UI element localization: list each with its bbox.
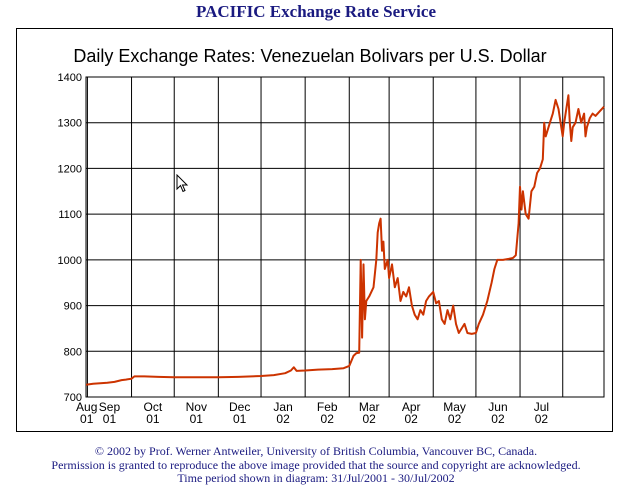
footer-copyright: © 2002 by Prof. Werner Antweiler, Univer…: [94, 444, 538, 458]
x-tick-label-month: May: [443, 400, 466, 414]
y-tick-label: 1300: [58, 118, 82, 130]
x-tick-label-month: Jul: [534, 400, 549, 414]
x-tick-label-year: 02: [363, 412, 377, 426]
x-tick-label-month: Mar: [359, 400, 380, 414]
y-axis-tick-labels: 700 800 900 1000 1100 1200 1300 1400: [58, 72, 82, 404]
x-tick-label-year: 01: [146, 412, 160, 426]
x-tick-label-year: 02: [276, 412, 290, 426]
y-tick-label: 700: [64, 392, 82, 404]
x-tick-label-month: Apr: [402, 400, 421, 414]
x-tick-label-month: Nov: [186, 400, 207, 414]
x-tick-label-year: 02: [535, 412, 549, 426]
x-tick-label-month: Aug: [76, 400, 97, 414]
x-tick-label-year: 01: [190, 412, 204, 426]
x-tick-label-month: Jun: [488, 400, 507, 414]
x-tick-label-month: Oct: [144, 400, 163, 414]
chart-title: Daily Exchange Rates: Venezuelan Bolivar…: [73, 46, 546, 66]
x-tick-label-year: 02: [321, 412, 335, 426]
y-tick-label: 800: [64, 346, 82, 358]
mouse-pointer-icon: [176, 174, 189, 193]
page-header-title: PACIFIC Exchange Rate Service: [195, 2, 436, 21]
x-tick-label-month: Jan: [273, 400, 292, 414]
y-tick-label: 1000: [58, 255, 82, 267]
x-tick-label-year: 02: [404, 412, 418, 426]
y-tick-label: 900: [64, 301, 82, 313]
series-line-bolivars-per-usd: [85, 94, 605, 386]
footer-period: Time period shown in diagram: 31/Jul/200…: [177, 471, 455, 485]
plot-area-border: [85, 76, 605, 398]
y-tick-label: 1100: [58, 209, 82, 221]
x-tick-label-month: Dec: [229, 400, 250, 414]
footer-permission: Permission is granted to reproduce the a…: [51, 458, 581, 472]
x-tick-label-year: 01: [103, 412, 117, 426]
x-tick-label-month: Sep: [99, 400, 121, 414]
y-tick-label: 1200: [58, 163, 82, 175]
x-axis-tick-labels: Aug01Sep01Oct01Nov01Dec01Jan02Feb02Mar02…: [76, 400, 549, 426]
x-tick-label-year: 02: [448, 412, 462, 426]
y-tick-label: 1400: [58, 72, 82, 84]
x-tick-label-month: Feb: [317, 400, 338, 414]
x-tick-label-year: 02: [491, 412, 505, 426]
chart-frame: [16, 28, 613, 432]
grid-lines: [86, 76, 604, 398]
x-tick-label-year: 01: [233, 412, 247, 426]
x-tick-label-year: 01: [80, 412, 94, 426]
